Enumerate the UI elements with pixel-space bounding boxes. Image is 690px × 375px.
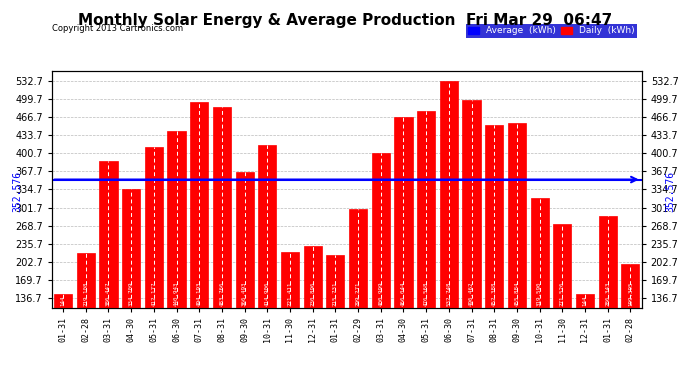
Bar <box>485 125 503 373</box>
Bar <box>281 252 299 373</box>
Bar <box>395 117 413 373</box>
Bar <box>99 161 117 373</box>
Bar <box>372 153 390 373</box>
Bar <box>599 216 617 373</box>
Text: 455.884: 455.884 <box>515 282 520 306</box>
Text: 366.493: 366.493 <box>242 282 247 306</box>
Text: 466.044: 466.044 <box>401 282 406 306</box>
Text: 412.177: 412.177 <box>151 282 157 306</box>
Text: 414.906: 414.906 <box>265 282 270 306</box>
Bar <box>462 100 481 373</box>
Bar <box>77 253 95 373</box>
Text: 199.395: 199.395 <box>628 282 633 306</box>
Text: 400.999: 400.999 <box>378 282 383 306</box>
Bar <box>145 147 163 373</box>
Bar <box>326 255 344 373</box>
Text: Monthly Solar Energy & Average Production  Fri Mar 29  06:47: Monthly Solar Energy & Average Productio… <box>78 13 612 28</box>
Bar <box>508 123 526 373</box>
Bar <box>531 198 549 373</box>
Text: 271.526: 271.526 <box>560 282 565 306</box>
Text: 452.388: 452.388 <box>492 282 497 306</box>
Bar <box>304 246 322 373</box>
Text: 230.896: 230.896 <box>310 282 315 306</box>
Text: 219.108: 219.108 <box>83 282 88 306</box>
Text: 476.568: 476.568 <box>424 282 428 306</box>
Text: 286.343: 286.343 <box>605 282 610 306</box>
Bar <box>553 224 571 373</box>
Text: 496.462: 496.462 <box>469 282 474 306</box>
Legend: Average  (kWh), Daily  (kWh): Average (kWh), Daily (kWh) <box>466 24 637 38</box>
Text: 334.709: 334.709 <box>128 282 134 306</box>
Text: 440.943: 440.943 <box>174 282 179 306</box>
Text: 299.271: 299.271 <box>355 282 361 306</box>
Bar <box>168 131 186 373</box>
Bar <box>440 81 458 373</box>
Bar <box>621 264 640 373</box>
Text: 221.411: 221.411 <box>288 282 293 306</box>
Text: 144.485: 144.485 <box>61 282 66 306</box>
Text: 144.501: 144.501 <box>582 282 587 306</box>
Text: 494.193: 494.193 <box>197 282 201 306</box>
Bar <box>122 189 140 373</box>
Text: 352.576: 352.576 <box>666 171 676 212</box>
Bar <box>349 209 367 373</box>
Bar <box>258 145 277 373</box>
Text: 532.748: 532.748 <box>446 282 451 306</box>
Bar <box>576 294 594 373</box>
Bar <box>213 108 231 373</box>
Text: 483.766: 483.766 <box>219 282 224 306</box>
Text: 386.447: 386.447 <box>106 282 111 306</box>
Bar <box>417 111 435 373</box>
Text: 319.590: 319.590 <box>537 282 542 306</box>
Text: Copyright 2013 Cartronics.com: Copyright 2013 Cartronics.com <box>52 24 183 33</box>
Bar <box>190 102 208 373</box>
Text: 352.576: 352.576 <box>12 171 22 212</box>
Text: 215.731: 215.731 <box>333 282 338 306</box>
Bar <box>235 172 254 373</box>
Bar <box>54 294 72 373</box>
